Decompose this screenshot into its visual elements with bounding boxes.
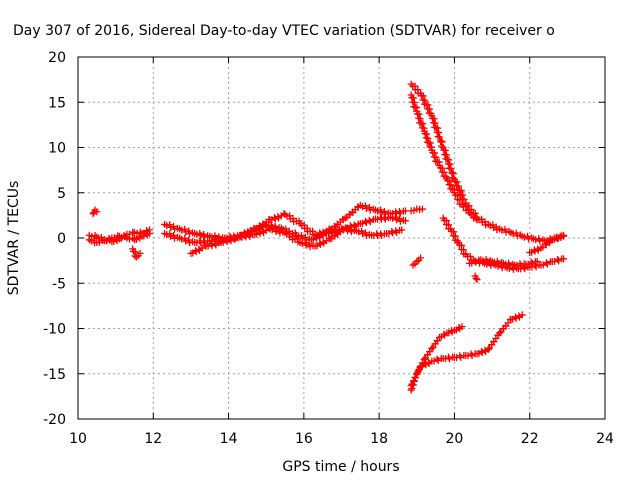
axis-ticks: 10 12 14 16 18 20 22 24 -20 -15 -10 -5 0 5 10 15 20	[43, 50, 614, 447]
data-point	[315, 232, 323, 240]
y-tick-label: -5	[52, 276, 66, 292]
data-point	[532, 236, 540, 244]
data-point	[365, 216, 373, 224]
data-point	[146, 229, 154, 237]
y-tick-label: 5	[57, 186, 66, 202]
data-point	[341, 214, 349, 222]
series-descent-b	[407, 91, 481, 224]
series-mid-arc-b	[161, 213, 409, 251]
data-point	[472, 274, 480, 282]
data-point	[407, 382, 415, 390]
data-point	[240, 230, 248, 238]
x-tick-label: 12	[144, 431, 162, 447]
data-point	[438, 142, 446, 150]
data-point	[473, 276, 481, 284]
y-tick-label: 15	[48, 95, 66, 111]
data-point	[520, 233, 528, 241]
data-point	[534, 245, 542, 253]
series-mid-arc-c	[187, 221, 406, 257]
data-point	[93, 208, 101, 216]
data-point	[449, 174, 457, 182]
series-early-blip-a	[89, 206, 101, 218]
series-low-track-b	[465, 255, 541, 270]
data-point	[466, 252, 474, 260]
data-point	[418, 205, 426, 213]
y-axis-label: SDTVAR / TECUs	[6, 181, 22, 296]
data-points	[85, 80, 568, 394]
data-point	[331, 226, 339, 234]
data-point	[498, 226, 506, 234]
y-tick-label: 10	[48, 141, 66, 157]
y-tick-label: -15	[43, 367, 66, 383]
series-descent-a	[407, 80, 568, 245]
chart-title: Day 307 of 2016, Sidereal Day-to-day VTE…	[13, 23, 555, 39]
data-point	[129, 234, 137, 242]
data-point	[136, 249, 144, 257]
data-point	[118, 233, 126, 241]
data-point	[490, 258, 498, 266]
x-tick-label: 20	[446, 431, 464, 447]
data-point	[401, 217, 409, 225]
x-axis-label: GPS time / hours	[282, 459, 399, 475]
data-point	[556, 232, 564, 240]
data-point	[89, 210, 97, 218]
x-tick-label: 10	[69, 431, 87, 447]
data-point	[326, 235, 334, 243]
data-point	[473, 216, 481, 224]
data-point	[424, 358, 432, 366]
x-tick-label: 16	[295, 431, 313, 447]
data-point	[560, 231, 568, 239]
series-neg-arc-b	[407, 311, 526, 390]
data-point	[458, 323, 466, 331]
data-point	[481, 346, 489, 354]
data-point	[274, 213, 282, 221]
data-point	[226, 235, 234, 243]
x-tick-label: 18	[370, 431, 388, 447]
grid	[78, 57, 605, 419]
data-point	[502, 260, 510, 268]
data-point	[195, 245, 203, 253]
data-point	[517, 262, 525, 270]
data-point	[436, 133, 444, 141]
data-point	[484, 345, 492, 353]
data-point	[533, 258, 541, 266]
data-point	[515, 312, 523, 320]
data-point	[428, 344, 436, 352]
x-tick-label: 14	[220, 431, 238, 447]
x-tick-label: 24	[596, 431, 614, 447]
x-tick-label: 22	[521, 431, 539, 447]
data-point	[460, 195, 468, 203]
series-low-blip	[471, 272, 481, 284]
data-point	[420, 355, 428, 363]
data-point	[560, 255, 568, 263]
data-point	[319, 238, 327, 246]
series-early-blip-b	[129, 245, 144, 261]
series-late-short-b	[409, 254, 425, 269]
y-tick-label: -10	[43, 322, 66, 338]
y-tick-label: 0	[57, 231, 66, 247]
data-point	[417, 254, 425, 262]
data-point	[509, 230, 517, 238]
data-point	[255, 224, 263, 232]
data-point	[125, 235, 133, 243]
data-point	[471, 257, 479, 265]
series-low-track-c	[526, 231, 568, 256]
y-tick-label: -20	[43, 412, 66, 428]
y-tick-label: 20	[48, 50, 66, 66]
plot-frame	[77, 56, 606, 420]
data-point	[447, 165, 455, 173]
data-point	[261, 221, 269, 229]
data-point	[398, 226, 406, 234]
data-point	[446, 355, 454, 363]
data-point	[496, 329, 504, 337]
data-point	[542, 259, 550, 267]
series-early-arc-b	[85, 229, 154, 247]
data-point	[479, 257, 487, 265]
series-late-short-a	[407, 205, 426, 215]
data-point	[518, 311, 526, 319]
